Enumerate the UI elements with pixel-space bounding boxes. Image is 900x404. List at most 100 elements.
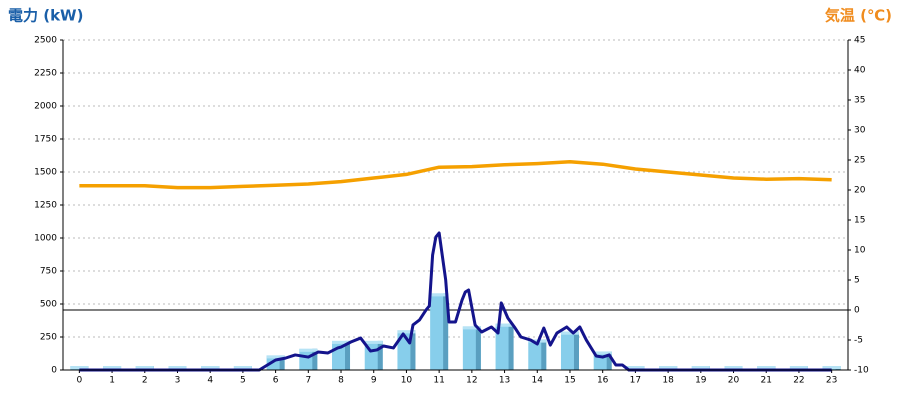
x-tick-label: 7: [305, 376, 311, 386]
bar-part: [606, 351, 612, 370]
bar-part: [724, 366, 743, 369]
bar: [789, 366, 808, 370]
y-tick-label: 0: [51, 366, 57, 376]
bar: [233, 366, 252, 370]
power-line: [79, 231, 832, 372]
bar-part: [691, 366, 710, 369]
y2-tick-label: 0: [854, 306, 860, 316]
bar: [462, 326, 481, 370]
bar: [757, 366, 776, 370]
bar-part: [659, 366, 678, 369]
bar-part: [233, 366, 252, 369]
x-tick-label: 12: [466, 376, 477, 386]
bar-part: [299, 348, 318, 352]
bar-part: [135, 366, 154, 369]
bar-part: [508, 323, 514, 370]
y2-tick-label: 20: [854, 186, 866, 196]
x-tick-label: 5: [240, 376, 246, 386]
x-tick-label: 16: [597, 376, 609, 386]
x-tick-label: 2: [142, 376, 148, 386]
bar: [560, 331, 579, 370]
bar: [168, 366, 187, 370]
x-tick-label: 9: [371, 376, 377, 386]
y-tick-label: 1500: [34, 168, 57, 178]
bar: [659, 366, 678, 370]
bar-part: [560, 331, 579, 335]
bar-part: [397, 330, 416, 334]
bar-part: [495, 323, 514, 327]
bar-part: [312, 348, 318, 370]
x-tick-label: 18: [662, 376, 674, 386]
x-tick-label: 22: [793, 376, 804, 386]
temperature-line: [79, 160, 832, 190]
bar: [822, 366, 841, 370]
y-tick-label: 2000: [34, 102, 57, 112]
x-tick-label: 23: [826, 376, 837, 386]
bar-part: [462, 326, 481, 330]
x-tick-label: 13: [499, 376, 510, 386]
x-tick-label: 3: [175, 376, 181, 386]
bar: [691, 366, 710, 370]
bar-part: [377, 340, 383, 370]
y-tick-label: 2500: [34, 36, 57, 46]
x-tick-label: 15: [564, 376, 575, 386]
y2-tick-label: 45: [854, 36, 865, 46]
y2-tick-label: 30: [854, 126, 866, 136]
bar-part: [593, 351, 612, 355]
x-tick-label: 4: [207, 376, 213, 386]
bar: [495, 323, 514, 370]
y2-tick-label: 40: [854, 66, 866, 76]
y-tick-label: 1750: [34, 135, 57, 145]
bar: [299, 348, 318, 370]
x-tick-label: 20: [728, 376, 740, 386]
bar: [430, 293, 449, 370]
bar-part: [103, 366, 122, 369]
y2-tick-label: 35: [854, 96, 865, 106]
bar: [201, 366, 220, 370]
x-tick-label: 8: [338, 376, 344, 386]
bar-part: [168, 366, 187, 369]
bar: [626, 366, 645, 370]
bar-part: [332, 340, 351, 344]
y-tick-label: 1250: [34, 201, 57, 211]
bar-part: [475, 326, 481, 370]
x-tick-label: 0: [76, 376, 82, 386]
bar-part: [430, 293, 449, 297]
y2-tick-label: 15: [854, 216, 865, 226]
x-tick-label: 1: [109, 376, 115, 386]
y2-tick-label: -10: [854, 366, 869, 376]
bar: [103, 366, 122, 370]
bar-part: [201, 366, 220, 369]
bar: [70, 366, 89, 370]
bar-part: [279, 355, 285, 370]
bar-part: [541, 339, 547, 370]
bar-part: [410, 330, 416, 370]
y2-tick-label: 10: [854, 246, 866, 256]
y-tick-label: 1000: [34, 234, 57, 244]
y2-tick-label: 5: [854, 276, 860, 286]
y-tick-label: 2250: [34, 69, 57, 79]
bar-part: [573, 331, 579, 370]
x-tick-label: 11: [433, 376, 444, 386]
bar-part: [789, 366, 808, 369]
y-tick-label: 500: [40, 300, 57, 310]
bar-part: [266, 355, 285, 359]
bar-part: [822, 366, 841, 369]
y-axis-title: 電力 (kW): [8, 7, 83, 25]
x-tick-label: 14: [532, 376, 544, 386]
bar-part: [757, 366, 776, 369]
x-tick-label: 19: [695, 376, 707, 386]
y2-axis-title: 気温 (℃): [825, 7, 892, 25]
bar-part: [626, 366, 645, 369]
x-tick-label: 6: [273, 376, 279, 386]
bar-part: [70, 366, 89, 369]
y-tick-label: 750: [40, 267, 57, 277]
x-tick-label: 17: [630, 376, 641, 386]
bar: [135, 366, 154, 370]
bar-part: [364, 340, 383, 344]
y-tick-label: 250: [40, 333, 57, 343]
x-tick-label: 10: [401, 376, 413, 386]
y2-tick-label: 25: [854, 156, 865, 166]
x-tick-label: 21: [761, 376, 772, 386]
